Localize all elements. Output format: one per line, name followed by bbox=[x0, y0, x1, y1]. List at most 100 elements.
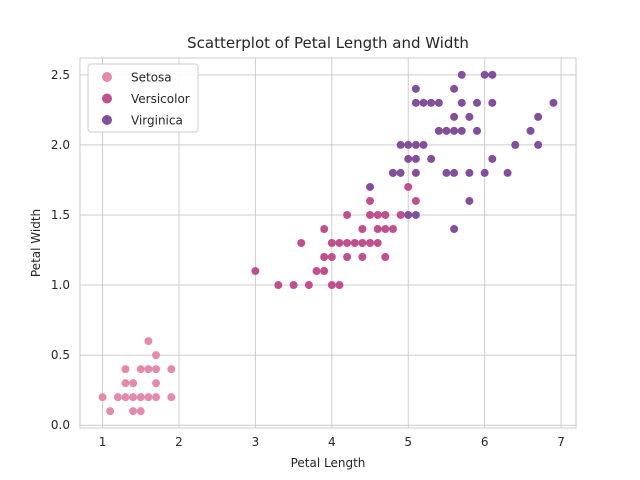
virginica-point bbox=[488, 154, 497, 163]
versicolor-point bbox=[335, 281, 344, 290]
virginica-point bbox=[480, 70, 489, 79]
versicolor-point bbox=[343, 239, 352, 247]
setosa-point bbox=[144, 337, 153, 346]
versicolor-point bbox=[381, 253, 390, 262]
virginica-point bbox=[473, 98, 482, 107]
versicolor-point bbox=[358, 224, 367, 233]
y-tick-label: 1.5 bbox=[51, 208, 70, 222]
virginica-point bbox=[549, 98, 558, 107]
versicolor-point bbox=[373, 224, 382, 233]
versicolor-point bbox=[304, 281, 313, 290]
virginica-point bbox=[366, 182, 375, 191]
virginica-point bbox=[411, 154, 420, 163]
virginica-point bbox=[457, 126, 466, 135]
chart-title: Scatterplot of Petal Length and Width bbox=[187, 34, 469, 52]
virginica-point bbox=[457, 70, 466, 79]
virginica-point bbox=[465, 112, 474, 121]
legend-label-versicolor: Versicolor bbox=[131, 92, 190, 106]
virginica-point bbox=[465, 196, 474, 205]
versicolor-point bbox=[396, 210, 405, 219]
virginica-point bbox=[450, 126, 459, 135]
x-tick-label: 4 bbox=[328, 435, 336, 449]
versicolor-point bbox=[381, 224, 390, 233]
virginica-point bbox=[411, 210, 420, 219]
legend-marker-virginica bbox=[102, 115, 112, 125]
setosa-point bbox=[152, 379, 161, 388]
plot-frame bbox=[79, 57, 577, 429]
virginica-point bbox=[473, 126, 482, 135]
virginica-point bbox=[442, 168, 451, 177]
setosa-point bbox=[98, 393, 107, 402]
x-tick-label: 2 bbox=[175, 435, 183, 449]
x-tick-label: 3 bbox=[252, 435, 260, 449]
y-tick-label: 2.0 bbox=[51, 138, 70, 152]
setosa-point bbox=[167, 393, 176, 402]
virginica-point bbox=[419, 140, 428, 149]
virginica-point bbox=[411, 140, 420, 149]
virginica-point bbox=[450, 84, 459, 93]
setosa-point bbox=[113, 393, 122, 402]
setosa-point bbox=[144, 365, 153, 374]
versicolor-point bbox=[388, 224, 397, 233]
versicolor-point bbox=[404, 182, 413, 191]
y-axis-label: Petal Width bbox=[29, 209, 43, 277]
virginica-point bbox=[526, 126, 535, 135]
data-points bbox=[98, 70, 558, 416]
setosa-point bbox=[129, 393, 138, 402]
virginica-point bbox=[457, 98, 466, 107]
tick-labels: 1 2 3 4 5 6 7 0.0 0.5 1.0 1.5 2.0 2.5 bbox=[51, 68, 565, 449]
virginica-point bbox=[396, 140, 405, 149]
setosa-point bbox=[106, 407, 115, 416]
virginica-point bbox=[450, 168, 459, 177]
legend-box bbox=[87, 63, 199, 133]
setosa-point bbox=[152, 351, 161, 360]
legend-marker-versicolor bbox=[102, 93, 112, 104]
setosa-point bbox=[121, 379, 130, 388]
virginica-point bbox=[411, 98, 420, 107]
virginica-point bbox=[427, 98, 436, 107]
virginica-point bbox=[427, 154, 436, 163]
virginica-point bbox=[488, 70, 497, 79]
y-tick-label: 1.0 bbox=[51, 278, 70, 292]
versicolor-point bbox=[320, 267, 329, 276]
versicolor-point bbox=[327, 281, 336, 290]
versicolor-point bbox=[251, 267, 260, 276]
versicolor-point bbox=[358, 253, 367, 262]
x-tick-label: 6 bbox=[481, 435, 489, 449]
versicolor-point bbox=[327, 239, 336, 247]
versicolor-point bbox=[320, 224, 329, 233]
setosa-point bbox=[152, 365, 161, 374]
versicolor-point bbox=[358, 239, 367, 247]
virginica-point bbox=[442, 126, 451, 135]
legend-marker-setosa bbox=[102, 72, 112, 82]
x-tick-label: 1 bbox=[99, 435, 107, 449]
versicolor-point bbox=[327, 253, 336, 262]
virginica-point bbox=[450, 112, 459, 121]
versicolor-point bbox=[335, 239, 344, 247]
virginica-point bbox=[404, 154, 413, 163]
y-tick-label: 0.5 bbox=[51, 348, 70, 362]
versicolor-point bbox=[274, 281, 283, 290]
legend-label-setosa: Setosa bbox=[131, 71, 172, 85]
x-tick-label: 5 bbox=[404, 435, 412, 449]
virginica-point bbox=[534, 112, 543, 121]
versicolor-point bbox=[411, 196, 420, 205]
setosa-point bbox=[121, 365, 130, 374]
versicolor-point bbox=[312, 267, 321, 276]
virginica-point bbox=[450, 224, 459, 233]
versicolor-point bbox=[373, 239, 382, 247]
setosa-point bbox=[129, 407, 138, 416]
virginica-point bbox=[480, 168, 489, 177]
virginica-point bbox=[511, 140, 520, 149]
setosa-point bbox=[136, 365, 145, 374]
virginica-point bbox=[465, 168, 474, 177]
x-tick-label: 7 bbox=[557, 435, 565, 449]
setosa-point bbox=[121, 393, 130, 402]
virginica-point bbox=[534, 140, 543, 149]
virginica-point bbox=[404, 210, 413, 219]
legend: Setosa Versicolor Virginica bbox=[87, 63, 199, 133]
virginica-point bbox=[503, 168, 512, 177]
versicolor-point bbox=[366, 196, 375, 205]
versicolor-point bbox=[297, 239, 306, 247]
